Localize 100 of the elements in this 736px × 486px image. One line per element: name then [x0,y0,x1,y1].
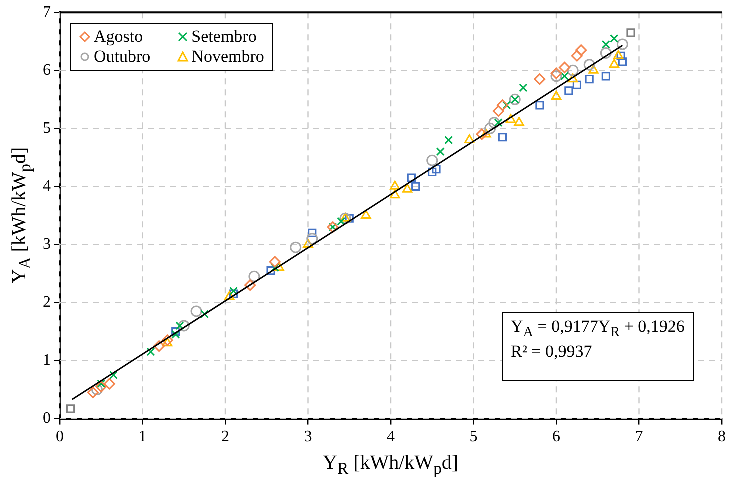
point [306,233,318,245]
x-tick-label: 5 [470,428,478,446]
point [172,330,180,339]
point [290,242,302,254]
point [464,134,475,144]
point [308,228,317,238]
x-tick-label: 7 [635,428,644,446]
point [229,286,238,296]
point [407,174,416,182]
point [66,404,76,414]
point [585,75,594,84]
y-tick-label: 4 [43,178,51,195]
point [303,238,314,248]
point [534,74,546,86]
point [432,164,441,174]
point [96,381,108,393]
point [229,290,238,298]
point [602,72,610,81]
point [519,84,528,92]
point [588,64,599,74]
point [426,154,438,166]
x-tick-label: 3 [304,428,312,446]
x-tick-label: 0 [56,428,64,446]
point [337,217,346,226]
point [536,101,544,110]
x-tick-label: 1 [138,428,147,446]
point [506,114,516,124]
point [600,47,612,59]
legend-label: Setembro [192,26,257,47]
point [584,59,596,71]
x-axis-title: Y$_{R}$ [kWh/kW$_{p}$d] [323,452,459,479]
point [390,180,400,190]
legend-label: Agosto [94,26,144,47]
point [613,50,624,60]
x-tick-label: 8 [718,428,726,446]
point [488,117,500,129]
point [154,340,166,352]
point [176,322,184,330]
point [496,100,508,112]
point [494,118,503,128]
point [609,59,620,68]
point [146,348,156,356]
point [402,184,413,193]
point [172,327,180,336]
point [568,74,578,83]
legend-label: Novembro [192,46,264,67]
y-tick-label: 1 [43,352,51,369]
point [481,128,492,138]
point [248,270,260,282]
point [576,44,588,56]
point [551,90,562,100]
point [91,384,103,396]
point [616,38,628,50]
point [97,380,106,388]
legend-label: Outubro [94,46,151,67]
point [484,122,496,134]
point [550,70,562,82]
point [270,264,280,272]
point [104,378,116,390]
y-tick-label: 6 [43,62,51,79]
point [567,64,579,76]
point [436,148,445,156]
point [602,40,610,49]
point [340,212,351,222]
point [444,136,454,145]
point [616,52,626,60]
point [110,370,118,380]
x-tick-label: 6 [552,428,560,446]
y-tick-label: 5 [43,120,51,137]
point [361,210,372,219]
point [559,62,571,74]
point [498,133,507,142]
point [492,106,504,117]
point [626,28,636,38]
point [428,168,437,176]
point [266,266,276,276]
point [244,280,256,292]
point [190,306,202,318]
point [571,50,583,62]
point [390,190,400,199]
point [178,320,190,332]
x-tick-label: 4 [387,428,395,446]
y-tick-label: 0 [43,410,51,428]
point [269,256,281,268]
annotation: Y$_{A}$ = 0,9177Y$_{R}$ + 0,1926 [511,316,685,342]
x-tick-label: 2 [222,428,230,446]
point [340,212,352,224]
point [412,182,420,191]
point [514,117,524,126]
point [224,291,235,300]
point [162,338,173,347]
y-tick-label: 7 [43,4,51,21]
point [87,386,99,398]
y-tick-label: 2 [43,294,51,311]
point [572,80,582,90]
point [345,214,354,223]
point [618,58,627,66]
point [476,128,488,140]
y-tick-label: 3 [43,236,51,253]
point [200,310,210,319]
